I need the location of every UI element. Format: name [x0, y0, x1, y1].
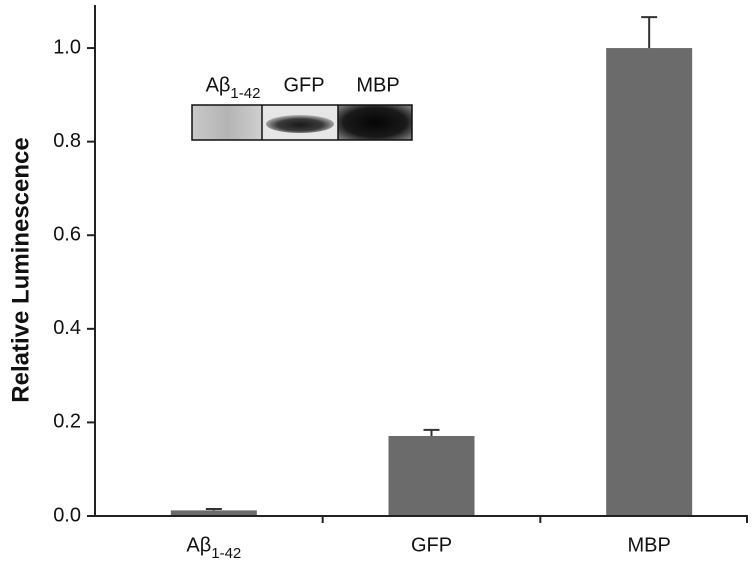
inset-label: GFP — [283, 74, 324, 96]
y-tick-label: 1.0 — [53, 36, 81, 58]
y-tick-label: 0.2 — [53, 411, 81, 433]
blot-lane — [338, 105, 412, 140]
inset-label: MBP — [356, 74, 399, 96]
blot-lane — [192, 105, 262, 140]
bar — [388, 435, 475, 516]
inset-label: Aβ1-42 — [206, 74, 261, 102]
x-tick-label: Aβ1-42 — [186, 534, 241, 562]
error-bar — [423, 428, 440, 436]
bar — [170, 510, 257, 516]
y-tick-label: 0.8 — [53, 130, 81, 152]
blot-band — [266, 115, 334, 133]
x-tick-label: GFP — [411, 534, 452, 556]
y-tick-label: 0.0 — [53, 504, 81, 526]
error-bar — [205, 507, 222, 511]
inset-blot — [191, 104, 413, 141]
y-tick-label: 0.6 — [53, 224, 81, 246]
error-bar — [641, 16, 658, 49]
y-axis-label: Relative Luminescence — [7, 137, 34, 402]
x-tick-label: MBP — [627, 534, 670, 556]
bar — [606, 48, 693, 517]
y-tick-label: 0.4 — [53, 317, 81, 339]
blot-frame — [191, 104, 413, 141]
